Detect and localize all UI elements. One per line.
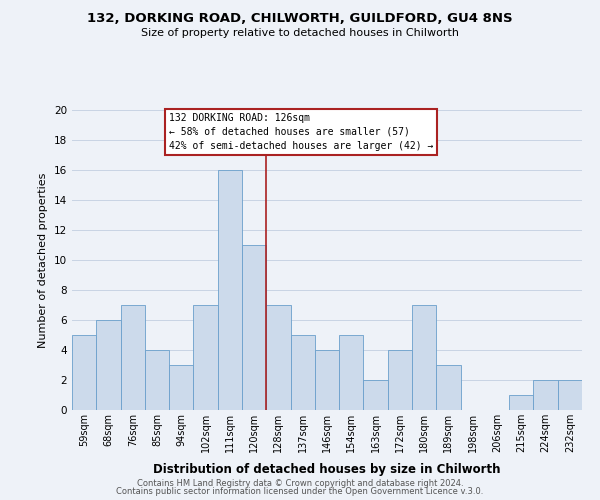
Bar xyxy=(315,350,339,410)
Bar xyxy=(266,305,290,410)
Text: Contains HM Land Registry data © Crown copyright and database right 2024.: Contains HM Land Registry data © Crown c… xyxy=(137,478,463,488)
Bar xyxy=(364,380,388,410)
Bar xyxy=(533,380,558,410)
Bar xyxy=(290,335,315,410)
Bar xyxy=(169,365,193,410)
Bar xyxy=(412,305,436,410)
Bar xyxy=(388,350,412,410)
Bar xyxy=(218,170,242,410)
Bar xyxy=(558,380,582,410)
Bar xyxy=(121,305,145,410)
Bar xyxy=(72,335,96,410)
Bar xyxy=(96,320,121,410)
Y-axis label: Number of detached properties: Number of detached properties xyxy=(38,172,49,348)
Bar xyxy=(436,365,461,410)
Bar xyxy=(193,305,218,410)
Text: Size of property relative to detached houses in Chilworth: Size of property relative to detached ho… xyxy=(141,28,459,38)
Text: 132, DORKING ROAD, CHILWORTH, GUILDFORD, GU4 8NS: 132, DORKING ROAD, CHILWORTH, GUILDFORD,… xyxy=(87,12,513,26)
Bar xyxy=(509,395,533,410)
Text: Contains public sector information licensed under the Open Government Licence v.: Contains public sector information licen… xyxy=(116,487,484,496)
X-axis label: Distribution of detached houses by size in Chilworth: Distribution of detached houses by size … xyxy=(153,464,501,476)
Bar xyxy=(242,245,266,410)
Text: 132 DORKING ROAD: 126sqm
← 58% of detached houses are smaller (57)
42% of semi-d: 132 DORKING ROAD: 126sqm ← 58% of detach… xyxy=(169,113,434,151)
Bar xyxy=(145,350,169,410)
Bar xyxy=(339,335,364,410)
